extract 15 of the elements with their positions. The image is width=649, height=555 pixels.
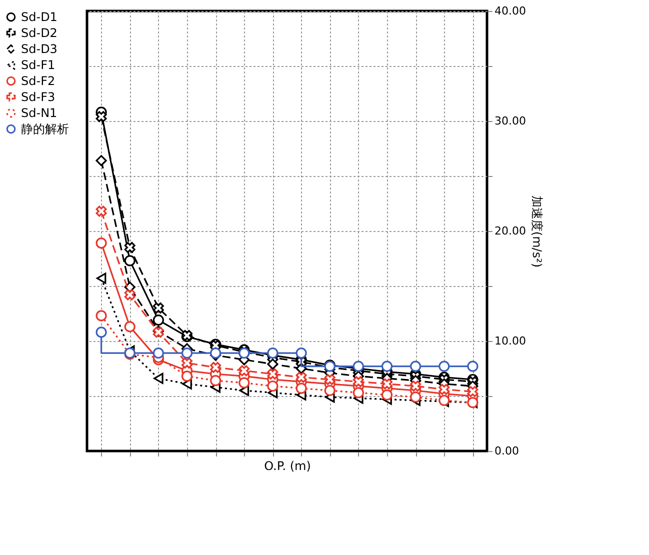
y-tick-label: 30.00 [494,114,526,128]
y-axis-title: 加速度(m/s²) [530,195,544,268]
legend-label: Sd-F2 [21,74,56,88]
legend-label: Sd-F3 [21,90,56,104]
legend-label: Sd-F1 [21,58,56,72]
legend-label: Sd-D1 [21,10,58,24]
legend-label: Sd-N1 [21,106,58,120]
legend-label: Sd-D2 [21,26,58,40]
y-tick-label: 40.00 [494,4,526,18]
y-tick-label: 0.00 [494,444,519,458]
legend-label: Sd-D3 [21,42,58,56]
x-axis-title: O.P. (m) [264,459,311,473]
legend-label: 静的解析 [21,122,69,136]
y-tick-label: 20.00 [494,224,526,238]
y-tick-label: 10.00 [494,334,526,348]
